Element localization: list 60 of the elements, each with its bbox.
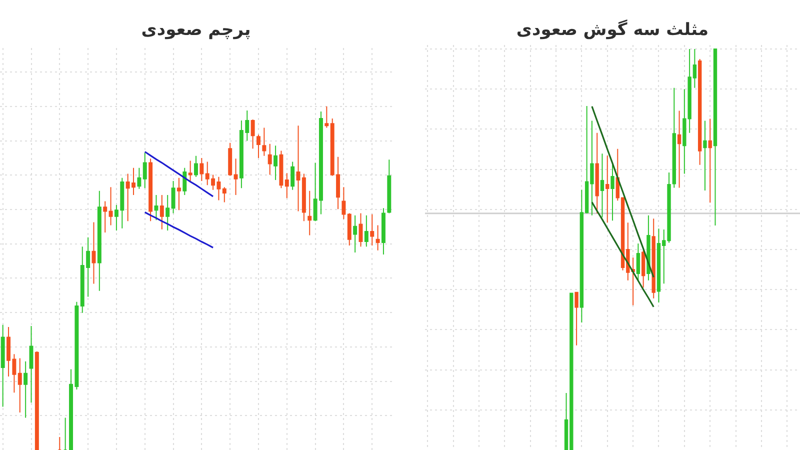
candlestick (652, 218, 656, 299)
candlestick (308, 190, 312, 236)
candlestick (574, 292, 578, 346)
candlestick (194, 155, 198, 178)
candlestick (595, 132, 599, 214)
candlestick (154, 194, 158, 221)
candlestick (0, 324, 5, 408)
candlestick (148, 158, 153, 222)
candlestick (370, 214, 374, 246)
candlestick (353, 214, 358, 253)
candlestick (381, 208, 386, 255)
candlestick (364, 214, 368, 248)
candlestick (342, 186, 346, 220)
candlestick (290, 161, 295, 190)
candlestick (268, 143, 272, 176)
candlestick (698, 58, 702, 166)
chart-title: مثلث سه گوش صعودی (516, 18, 709, 40)
candlestick (703, 120, 707, 192)
candlestick (103, 200, 108, 234)
candlestick (600, 153, 604, 218)
candlestick (376, 224, 380, 251)
candlestick (256, 134, 260, 158)
candlestick (176, 177, 181, 211)
candlestick (324, 106, 329, 128)
candlestick (387, 159, 392, 214)
candlestick (222, 186, 226, 203)
candlestick (641, 250, 646, 288)
candlestick (279, 150, 284, 189)
chart-title: پرچم صعودی (141, 20, 251, 40)
candlestick (182, 167, 187, 196)
candlestick (160, 194, 164, 230)
candlestick (347, 212, 352, 246)
candlestick (171, 180, 176, 214)
candlestick (34, 350, 39, 450)
candlestick (708, 118, 712, 204)
candlestick (228, 142, 232, 176)
candlestick (188, 160, 192, 182)
candlestick (29, 325, 34, 404)
candlestick (108, 186, 113, 226)
candlestick (636, 242, 640, 281)
candlestick (610, 163, 614, 222)
candlestick (250, 118, 255, 150)
candlestick (262, 127, 266, 156)
candlestick (672, 87, 676, 188)
candlestick (97, 190, 102, 292)
candlestick (92, 222, 96, 284)
candlestick (677, 110, 682, 188)
candlestick (142, 152, 147, 189)
candlestick (24, 360, 28, 418)
candlestick (234, 158, 238, 196)
candlestick (18, 358, 22, 414)
candlestick (166, 194, 170, 231)
candlestick (646, 214, 650, 281)
candlestick (358, 212, 363, 248)
candlestick (713, 48, 718, 226)
candlestick (200, 157, 204, 182)
candlestick (606, 155, 610, 224)
candlestick (274, 145, 278, 180)
candlestick (137, 167, 142, 190)
candlestick (284, 172, 289, 199)
